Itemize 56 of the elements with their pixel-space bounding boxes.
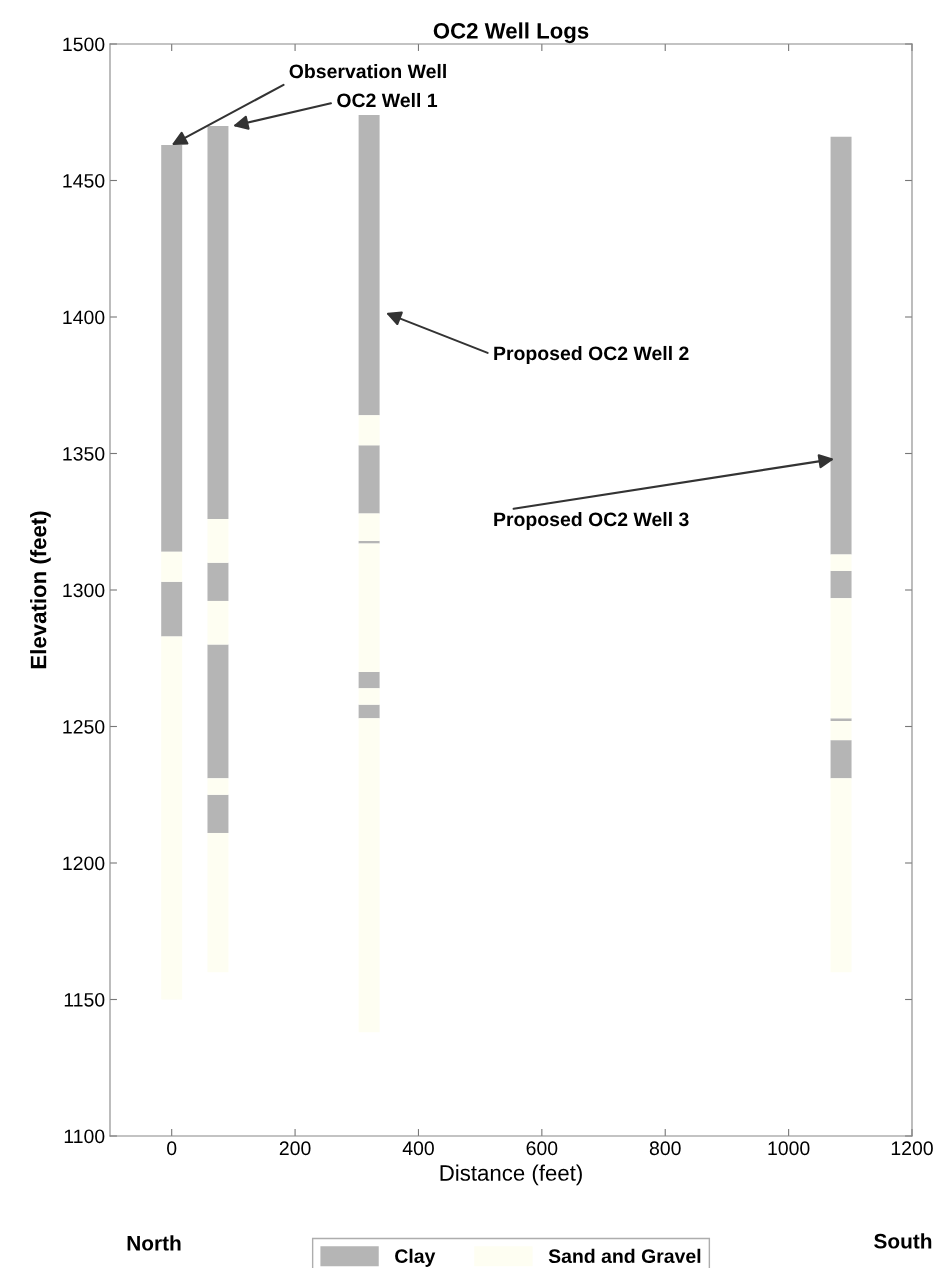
bar (358, 540, 380, 544)
y-tick-label: 1250 (63, 719, 105, 734)
bar (358, 704, 380, 719)
bar (161, 636, 183, 1000)
bar (207, 125, 229, 520)
bar (207, 778, 229, 795)
bar (830, 598, 852, 719)
annotation: Observation Well (289, 63, 446, 79)
bar (358, 114, 380, 416)
bar (207, 562, 229, 601)
x-tick-label: 200 (279, 1141, 311, 1156)
bar (207, 794, 229, 833)
x-tick-label: 1000 (768, 1141, 810, 1156)
bar (207, 644, 229, 779)
x-axis-title: Distance (feet) (440, 1164, 582, 1186)
y-tick-label: 1150 (64, 992, 105, 1007)
bar (830, 740, 852, 779)
x-tick-label: 600 (526, 1141, 558, 1156)
y-tick-label: 1350 (63, 446, 105, 461)
bar (358, 671, 380, 689)
x-tick-label: 800 (649, 1141, 681, 1156)
y-tick-label: 1300 (63, 583, 105, 598)
x-tick-label: 0 (167, 1141, 177, 1156)
bar (830, 554, 852, 571)
bar (358, 415, 380, 446)
text: North (127, 1235, 181, 1251)
bar (830, 718, 852, 722)
annotation: Proposed OC2 Well 3 (494, 511, 689, 531)
text: South (874, 1233, 932, 1249)
x-tick-label: 1200 (891, 1141, 933, 1156)
bar (358, 688, 380, 705)
bar (358, 718, 380, 1033)
annotation: OC2 Well 1 (337, 92, 438, 108)
bar (830, 778, 852, 973)
bar (358, 445, 380, 514)
y-tick-label: 1450 (63, 173, 105, 188)
y-tick-label: 1400 (63, 310, 105, 325)
y-tick-label: 1500 (63, 37, 105, 52)
y-tick-label: 1100 (64, 1129, 105, 1144)
legend-label: Clay (395, 1248, 436, 1267)
bar (830, 136, 852, 555)
bar (358, 543, 380, 672)
bar (830, 721, 852, 741)
annotation: Proposed OC2 Well 2 (494, 345, 689, 365)
bar (161, 551, 183, 582)
bar (830, 570, 852, 599)
legend-label: Sand and Gravel (548, 1248, 701, 1264)
bar (207, 832, 229, 973)
bar (161, 581, 183, 637)
y-axis-title: Elevation (feet) (30, 511, 51, 669)
chart-title: OC2 Well Logs (433, 22, 589, 44)
bar (207, 600, 229, 645)
bar (358, 513, 380, 541)
bar (207, 519, 229, 563)
y-tick-label: 1200 (63, 856, 105, 871)
x-tick-label: 400 (402, 1141, 434, 1156)
